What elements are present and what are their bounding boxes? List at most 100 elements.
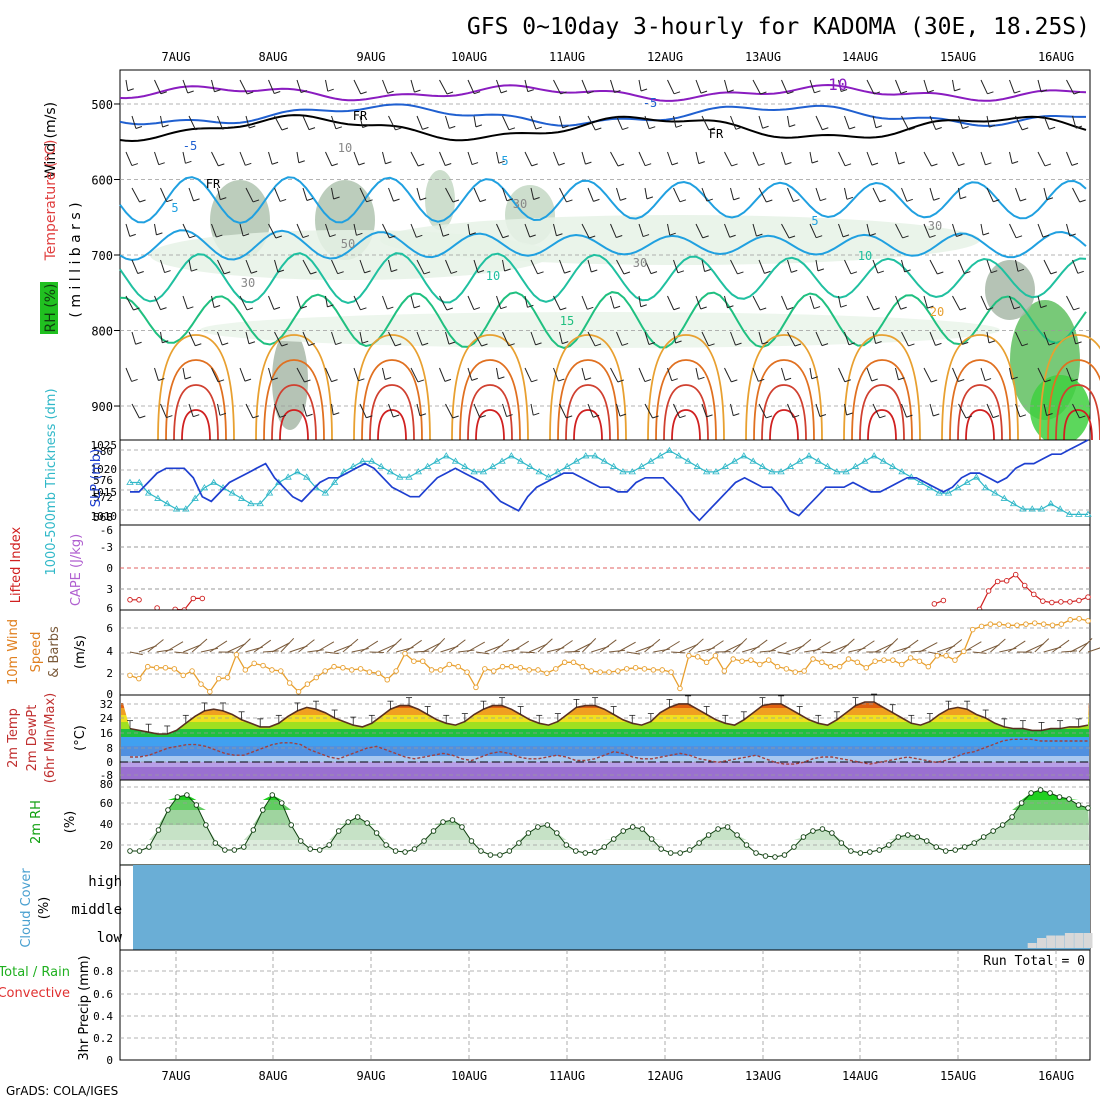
wind-barb-flag xyxy=(535,126,543,130)
wind-barb-flag xyxy=(335,342,342,346)
wind-barb xyxy=(182,79,189,94)
wind-barb-flag xyxy=(331,379,338,383)
wind-barb-flag xyxy=(162,340,169,344)
wind10-barb xyxy=(1025,643,1045,653)
wind-barb xyxy=(410,367,419,383)
wind-barb xyxy=(787,331,796,347)
rh2m-marker xyxy=(203,822,209,828)
thickness-marker xyxy=(516,457,525,464)
wind-barb xyxy=(901,259,906,272)
wind-barb xyxy=(154,295,161,310)
pressure-tick-label: 900 xyxy=(91,400,113,414)
wind-barb-flag xyxy=(1073,307,1080,311)
wind10-speed-marker xyxy=(1040,621,1047,627)
wind-barb-flag xyxy=(737,271,744,275)
temp-band xyxy=(121,722,1089,729)
wind10-barb xyxy=(271,642,291,653)
wind-barb-flag xyxy=(811,160,819,164)
wind-barb-flag xyxy=(788,235,796,239)
wind-barb-flag xyxy=(131,378,138,382)
wind10-speed-marker xyxy=(482,666,488,672)
wind10-speed-marker xyxy=(828,663,834,670)
thickness-marker xyxy=(842,468,850,475)
wind10-panel: 0 2 4 6 10m Wind Speed & Barbs (m/s) xyxy=(6,609,1100,701)
wind-barb xyxy=(239,223,244,236)
pressure-tick-label: 600 xyxy=(91,173,113,187)
wind-barb-flag xyxy=(216,234,223,238)
wind-barb xyxy=(701,259,706,272)
wind-barb xyxy=(473,187,481,202)
rh2m-layers: 20 40 60 80 xyxy=(100,778,1091,865)
thickness-marker xyxy=(275,478,283,485)
wind10-speed-marker xyxy=(836,663,843,670)
wind-barb xyxy=(587,403,594,418)
wind-barb-flag xyxy=(1020,198,1027,202)
thickness-marker xyxy=(507,452,516,459)
wind-barb-flag xyxy=(989,124,996,128)
wind-barb xyxy=(559,331,563,344)
rh2m-marker xyxy=(544,822,551,828)
wind-barb-flag xyxy=(279,414,286,418)
wind-barb-flag xyxy=(452,199,460,203)
wind10-barb xyxy=(1052,639,1070,653)
lifted-index-marker xyxy=(127,597,133,603)
wind10-speed-marker xyxy=(171,666,178,672)
wind-barb-flag xyxy=(840,88,848,92)
wind-barb-flag xyxy=(327,88,334,92)
wind-barb-flag xyxy=(416,234,423,238)
wind-barb xyxy=(553,367,559,382)
cape-layers: -6 -3 0 3 6 xyxy=(100,524,1091,615)
contour-label: 10 xyxy=(338,141,352,155)
wind10-speed-marker xyxy=(437,667,444,673)
wind10-barb xyxy=(316,641,335,653)
bottom-date-label: 11AUG xyxy=(549,1069,585,1083)
lifted-index-marker xyxy=(1012,571,1019,578)
wind-barb-flag xyxy=(1017,268,1025,272)
wind-barb xyxy=(245,403,254,419)
wind-barb xyxy=(331,403,334,415)
thickness-marker xyxy=(786,462,795,469)
wind-barb-flag xyxy=(1079,199,1086,203)
wind-barb xyxy=(182,295,188,309)
wind-barb xyxy=(980,79,988,94)
wind-barb-flag xyxy=(527,89,534,93)
wind-barb-flag xyxy=(652,415,659,419)
wind10-barb xyxy=(431,637,446,653)
wind10-barb xyxy=(236,638,251,653)
wind-barb-flag xyxy=(1077,270,1084,274)
wind-barb-flag xyxy=(477,269,485,273)
wind-barb xyxy=(929,259,938,275)
wind-barb xyxy=(866,367,873,382)
rh2m-marker xyxy=(753,850,759,856)
wind-barb-flag xyxy=(358,378,365,382)
wind-barb xyxy=(125,79,129,91)
wind-barb xyxy=(701,403,708,418)
wind-barb xyxy=(188,403,194,417)
wind-barb xyxy=(154,151,160,165)
thickness-marker xyxy=(200,484,209,491)
temperature-loop xyxy=(941,334,1019,441)
rh2m-marker xyxy=(554,830,560,836)
cloud-low-bar xyxy=(1046,935,1056,948)
wind-barb xyxy=(895,151,900,165)
temperature-loop xyxy=(745,334,823,441)
rh2m-marker xyxy=(1009,814,1015,820)
wind-barb-flag xyxy=(445,163,452,166)
wind10-barb xyxy=(812,641,831,653)
wind10-barb xyxy=(156,648,174,653)
wind10-speed-marker xyxy=(978,623,985,630)
wind-barb xyxy=(524,295,528,308)
rh2m-marker xyxy=(620,828,626,834)
temperature-loop xyxy=(753,359,815,441)
wind-barb-flag xyxy=(793,199,800,203)
bottom-date-label: 15AUG xyxy=(940,1069,976,1083)
slp-right-tick: 1020 xyxy=(91,463,118,476)
wind10-speed-marker xyxy=(544,670,550,676)
contour-label: 10 xyxy=(486,269,500,283)
wind-barb xyxy=(331,331,337,345)
wind-barb-flag xyxy=(587,90,594,94)
temp2m-ylabel-b: 2m DewPt xyxy=(25,705,40,772)
rh-shade xyxy=(150,230,550,280)
contour-plus10 xyxy=(119,252,1087,305)
wind-barb xyxy=(872,187,881,203)
